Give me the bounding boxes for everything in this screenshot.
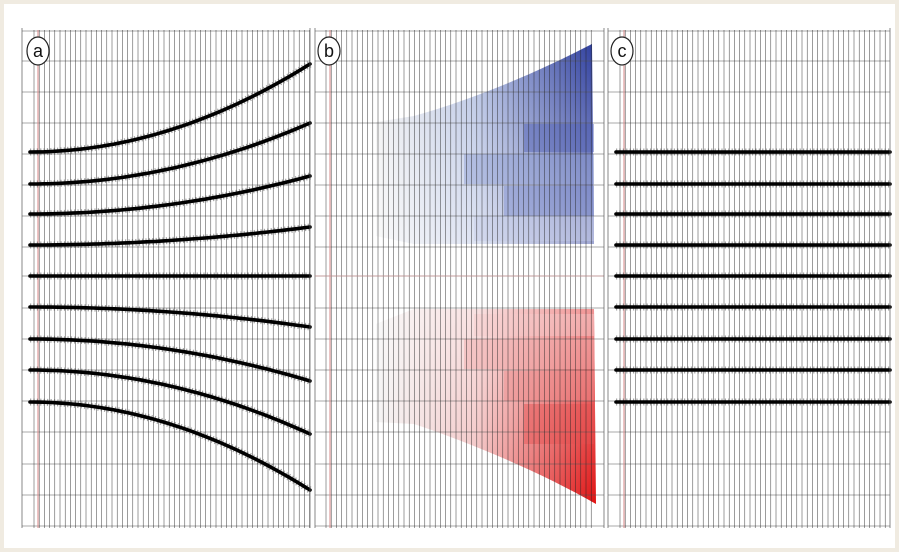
- panel-a-event: [28, 305, 312, 329]
- panel-b-blue-block: [504, 186, 594, 216]
- panel-a-event: [28, 337, 312, 383]
- panel-b-upper-fade: [376, 44, 594, 244]
- panel-a: [21, 28, 312, 528]
- figure-frame: a b c: [4, 4, 895, 548]
- panel-b-label-text: b: [324, 41, 334, 61]
- panel-a-event: [28, 225, 312, 247]
- panel-c-label-text: c: [618, 41, 627, 61]
- panel-c: [607, 28, 892, 528]
- panel-a-label: a: [26, 36, 50, 66]
- panel-b-blue-block: [524, 124, 594, 152]
- panel-c-label: c: [610, 36, 634, 66]
- panel-a-event: [28, 174, 312, 216]
- panel-a-event: [28, 368, 312, 436]
- panel-b-red-block: [524, 404, 594, 444]
- figure-canvas: a b c: [21, 28, 892, 528]
- panel-a-event: [28, 121, 312, 186]
- panel-a-label-text: a: [33, 41, 44, 61]
- panel-a-event: [28, 62, 312, 154]
- panel-b: [314, 28, 605, 528]
- panel-b-red-block: [504, 371, 594, 401]
- panel-b-label: b: [317, 36, 341, 66]
- panel-a-event: [28, 400, 312, 492]
- panel-b-lower-fade: [376, 309, 596, 504]
